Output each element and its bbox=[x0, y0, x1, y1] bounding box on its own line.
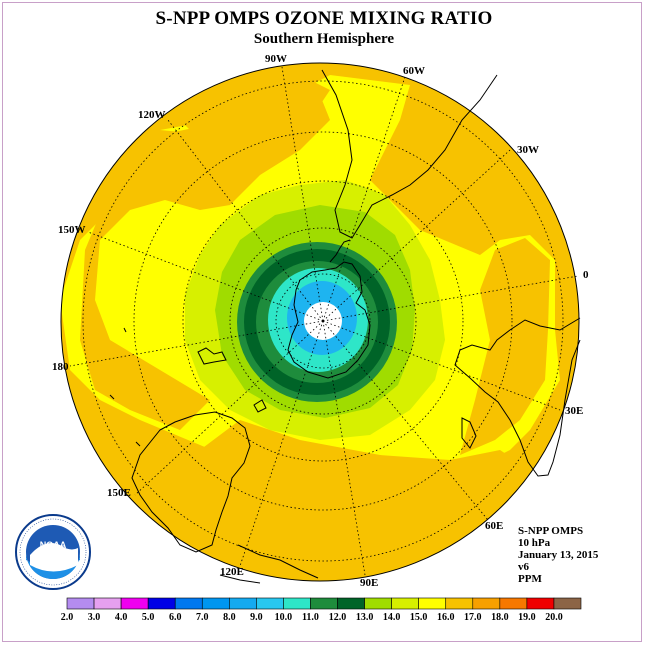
colorbar-swatch bbox=[66, 597, 95, 610]
info-units: PPM bbox=[518, 573, 542, 585]
colorbar-swatch bbox=[229, 597, 257, 610]
colorbar-label: 12.0 bbox=[329, 612, 347, 623]
colorbar-label: 6.0 bbox=[169, 612, 182, 623]
colorbar-label: 11.0 bbox=[302, 612, 319, 623]
colorbar-label: 4.0 bbox=[115, 612, 128, 623]
colorbar-swatch bbox=[472, 597, 501, 610]
contour-15-16-patch-d bbox=[165, 75, 330, 140]
lon-label-150e: 150E bbox=[107, 487, 131, 499]
colorbar-label: 7.0 bbox=[196, 612, 209, 623]
colorbar-label: 15.0 bbox=[410, 612, 428, 623]
colorbar-swatch bbox=[499, 597, 528, 610]
longitude-grid bbox=[69, 66, 579, 576]
lon-label-60e: 60E bbox=[485, 520, 503, 532]
lon-label-120w: 120W bbox=[138, 109, 166, 121]
longitude-labels: 90W 60W 30W 0 30E 60E 90E 120E 150E 180 … bbox=[52, 53, 589, 589]
lon-label-30e: 30E bbox=[565, 405, 583, 417]
contour-15-16-patch-b bbox=[460, 238, 550, 455]
coastlines bbox=[109, 69, 581, 584]
colorbar-label: 20.0 bbox=[545, 612, 563, 623]
lon-label-0: 0 bbox=[583, 269, 589, 281]
colorbar-swatch bbox=[391, 597, 419, 610]
info-product: S-NPP OMPS bbox=[518, 525, 584, 537]
noaa-logo-text: NOAA bbox=[40, 540, 67, 550]
map-boundary bbox=[60, 62, 580, 582]
page-title: S-NPP OMPS OZONE MIXING RATIO bbox=[155, 8, 493, 29]
colorbar-swatch bbox=[120, 597, 149, 610]
lon-label-90w: 90W bbox=[265, 53, 287, 65]
lon-label-30w: 30W bbox=[517, 144, 539, 156]
colorbar-label: 8.0 bbox=[223, 612, 236, 623]
colorbar-swatch bbox=[147, 597, 176, 610]
lon-label-60w: 60W bbox=[403, 65, 425, 77]
colorbar-label: 3.0 bbox=[88, 612, 101, 623]
ozone-field bbox=[61, 63, 579, 581]
lon-label-120e: 120E bbox=[220, 566, 244, 578]
colorbar-label: 17.0 bbox=[464, 612, 482, 623]
colorbar-label: 19.0 bbox=[518, 612, 536, 623]
contour-15-16-patch-a bbox=[80, 95, 330, 430]
colorbar-swatch bbox=[526, 597, 555, 610]
colorbar-swatch bbox=[364, 597, 392, 610]
colorbar-label: 5.0 bbox=[142, 612, 155, 623]
colorbar-label: 13.0 bbox=[356, 612, 374, 623]
colorbar-swatch bbox=[553, 597, 582, 610]
lon-label-90e: 90E bbox=[360, 577, 378, 589]
lon-label-180: 180 bbox=[52, 361, 69, 373]
colorbar-swatch bbox=[283, 597, 311, 610]
lon-label-150w: 150W bbox=[58, 224, 86, 236]
page-subtitle: Southern Hemisphere bbox=[253, 31, 395, 47]
colorbar-swatch bbox=[445, 597, 474, 610]
latitude-grid bbox=[82, 80, 564, 562]
colorbar-swatch bbox=[310, 597, 338, 610]
colorbar: 2.0 3.0 4.0 5.0 6.0 7.0 8.0 9.0 10.0 11.0 12.0 13.0… bbox=[61, 597, 582, 623]
colorbar-label: 18.0 bbox=[491, 612, 509, 623]
colorbar-swatch bbox=[174, 597, 203, 610]
info-level: 10 hPa bbox=[518, 537, 551, 549]
colorbar-label: 10.0 bbox=[275, 612, 293, 623]
noaa-logo: NOAA bbox=[15, 514, 91, 590]
colorbar-label: 16.0 bbox=[437, 612, 455, 623]
colorbar-label: 14.0 bbox=[383, 612, 401, 623]
colorbar-swatch bbox=[93, 597, 122, 610]
colorbar-swatch bbox=[337, 597, 365, 610]
info-version: v6 bbox=[518, 561, 529, 573]
info-date: January 13, 2015 bbox=[518, 549, 599, 561]
colorbar-swatch bbox=[201, 597, 230, 610]
contour-15-16-patch-c bbox=[180, 420, 530, 581]
colorbar-label: 9.0 bbox=[250, 612, 263, 623]
colorbar-label: 2.0 bbox=[61, 612, 74, 623]
colorbar-swatch bbox=[256, 597, 284, 610]
colorbar-swatch bbox=[418, 597, 447, 610]
